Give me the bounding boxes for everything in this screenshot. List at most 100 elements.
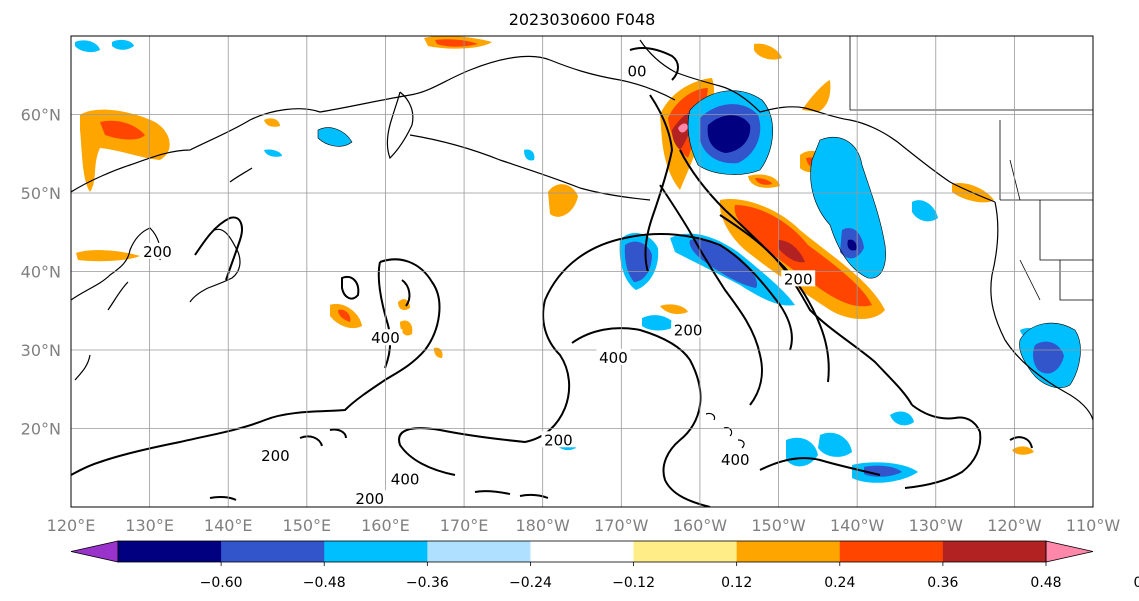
contour-label: 200 xyxy=(784,270,813,288)
anomaly-patch xyxy=(100,120,145,140)
longitude-tick-label: 170°W xyxy=(594,516,649,535)
contour-line xyxy=(71,258,441,476)
coastline-hawaii xyxy=(705,412,745,449)
contour-line xyxy=(629,46,679,81)
coastline-japan xyxy=(189,167,253,303)
anomaly-patch xyxy=(890,411,914,426)
border-line xyxy=(1009,159,1093,301)
longitude-tick-label: 160°W xyxy=(673,516,728,535)
contour-line xyxy=(299,428,347,447)
longitude-tick-label: 160°E xyxy=(361,516,410,535)
longitude-tick-label: 140°W xyxy=(830,516,885,535)
longitude-tick-label: 130°E xyxy=(125,516,174,535)
longitude-tick-labels: 120°E 130°E 140°E 150°E 160°E 170°E 180°W 170°W… xyxy=(47,516,1121,535)
anomaly-patch xyxy=(264,118,280,127)
contour-label-background xyxy=(140,242,175,259)
anomaly-patch xyxy=(80,109,170,192)
contour-line xyxy=(377,261,392,369)
contour-label-background xyxy=(625,62,650,79)
contour-labels: 200 400 200 400 200 400 200 400 200 200 00 xyxy=(140,62,816,508)
colorbar-segment xyxy=(530,541,635,562)
anomaly-outline xyxy=(687,90,773,175)
coastline-korea-china xyxy=(71,227,162,381)
colorbar-tick-label: −0.36 xyxy=(406,575,449,591)
contour-label-background xyxy=(596,348,631,365)
anomaly-patch xyxy=(642,315,676,331)
anomaly-patch xyxy=(847,239,857,251)
colorbar-segment xyxy=(942,541,1047,562)
map-frame xyxy=(70,35,1094,508)
anomaly-patch xyxy=(524,149,535,161)
contour-label: 200 xyxy=(261,447,290,465)
anomaly-patch xyxy=(660,304,688,314)
contour-line xyxy=(209,495,237,501)
anomaly-patch xyxy=(318,127,352,147)
colorbar: −0.60 −0.48 −0.36 −0.24 −0.12 0.12 0.24 0.36 0.4… xyxy=(70,540,1139,591)
colorbar-segment xyxy=(736,541,841,562)
contour-label: 400 xyxy=(599,349,628,367)
contour-label-background xyxy=(718,450,753,467)
contour-label-background xyxy=(388,470,423,487)
longitude-tick-label: 150°W xyxy=(751,516,806,535)
contour-label-background xyxy=(671,321,706,338)
latitude-tick-label: 60°N xyxy=(21,106,61,125)
contour-line xyxy=(194,216,243,281)
anomaly-outline xyxy=(810,136,886,279)
anomaly-patch xyxy=(264,149,282,157)
anomaly-outlines xyxy=(317,90,1081,389)
longitude-tick-label: 170°E xyxy=(440,516,489,535)
colorbar-segment xyxy=(633,541,738,562)
contour-line xyxy=(398,299,571,476)
contour-label: 200 xyxy=(674,321,703,339)
contour-line xyxy=(904,404,982,489)
longitude-tick-label: 120°W xyxy=(987,516,1042,535)
contour-label: 200 xyxy=(355,490,384,508)
colorbar-segment xyxy=(324,541,428,562)
colorbar-segment xyxy=(221,541,325,562)
contour-label: 200 xyxy=(544,431,573,449)
contour-label-background xyxy=(368,329,403,346)
anomaly-patch xyxy=(75,40,100,53)
contour-label-background xyxy=(258,446,293,463)
latitude-tick-label: 30°N xyxy=(21,341,61,360)
colorbar-tick-label: 0.48 xyxy=(1030,575,1061,591)
colorbar-tick-label: 0.36 xyxy=(927,575,958,591)
anomaly-patch xyxy=(112,39,134,50)
anomaly-patch xyxy=(755,178,772,185)
coastline-asia xyxy=(71,55,676,193)
longitude-tick-label: 140°E xyxy=(204,516,253,535)
contour-line xyxy=(659,184,763,406)
anomaly-patch xyxy=(802,80,831,112)
anomaly-patch xyxy=(810,137,886,279)
colorbar-tick-label: −0.48 xyxy=(303,575,346,591)
anomaly-patch xyxy=(435,39,478,47)
anomaly-patch xyxy=(548,184,578,217)
longitude-tick-label: 180°W xyxy=(516,516,571,535)
latitude-tick-label: 20°N xyxy=(21,420,61,439)
contour-line xyxy=(544,233,793,351)
anomaly-patch xyxy=(1012,446,1034,455)
longitude-tick-label: 110°W xyxy=(1066,516,1121,535)
anomaly-patch xyxy=(734,205,872,307)
border-line xyxy=(849,36,1093,111)
anomaly-patch xyxy=(1020,327,1039,339)
contour-label-background xyxy=(352,490,387,507)
anomaly-patch xyxy=(338,309,351,322)
latitude-tick-label: 50°N xyxy=(21,184,61,203)
longitude-tick-label: 120°E xyxy=(47,516,96,535)
colorbar-tick-label: 0.60 xyxy=(1134,575,1139,591)
anomaly-patch xyxy=(398,299,410,310)
anomaly-patch xyxy=(778,240,805,263)
gridlines xyxy=(71,36,1093,507)
colorbar-extend-low xyxy=(70,540,119,563)
contour-line xyxy=(759,457,881,476)
longitude-tick-label: 130°W xyxy=(909,516,964,535)
colorbar-tick-label: −0.24 xyxy=(509,575,552,591)
coastlines xyxy=(71,39,1093,449)
anomaly-patch xyxy=(912,200,938,222)
colorbar-tick-label: −0.60 xyxy=(200,575,243,591)
anomaly-patch xyxy=(678,123,688,133)
anomaly-patch xyxy=(818,432,852,457)
anomaly-patch xyxy=(707,115,751,153)
contour-line xyxy=(1009,436,1033,449)
